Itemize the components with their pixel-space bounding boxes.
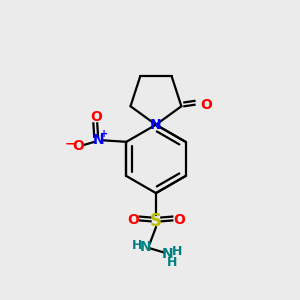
Text: O: O [90,110,102,124]
Text: −: − [65,138,75,151]
Text: O: O [173,213,185,227]
Text: N: N [92,133,104,147]
Text: N: N [140,240,152,254]
Text: S: S [150,212,162,230]
Text: O: O [200,98,212,112]
Text: H: H [132,238,142,252]
Text: O: O [127,213,139,227]
Text: H: H [172,244,182,258]
Text: +: + [100,129,108,139]
Text: H: H [167,256,178,269]
Text: O: O [72,139,84,153]
Text: N: N [162,247,174,261]
Text: N: N [150,118,162,132]
